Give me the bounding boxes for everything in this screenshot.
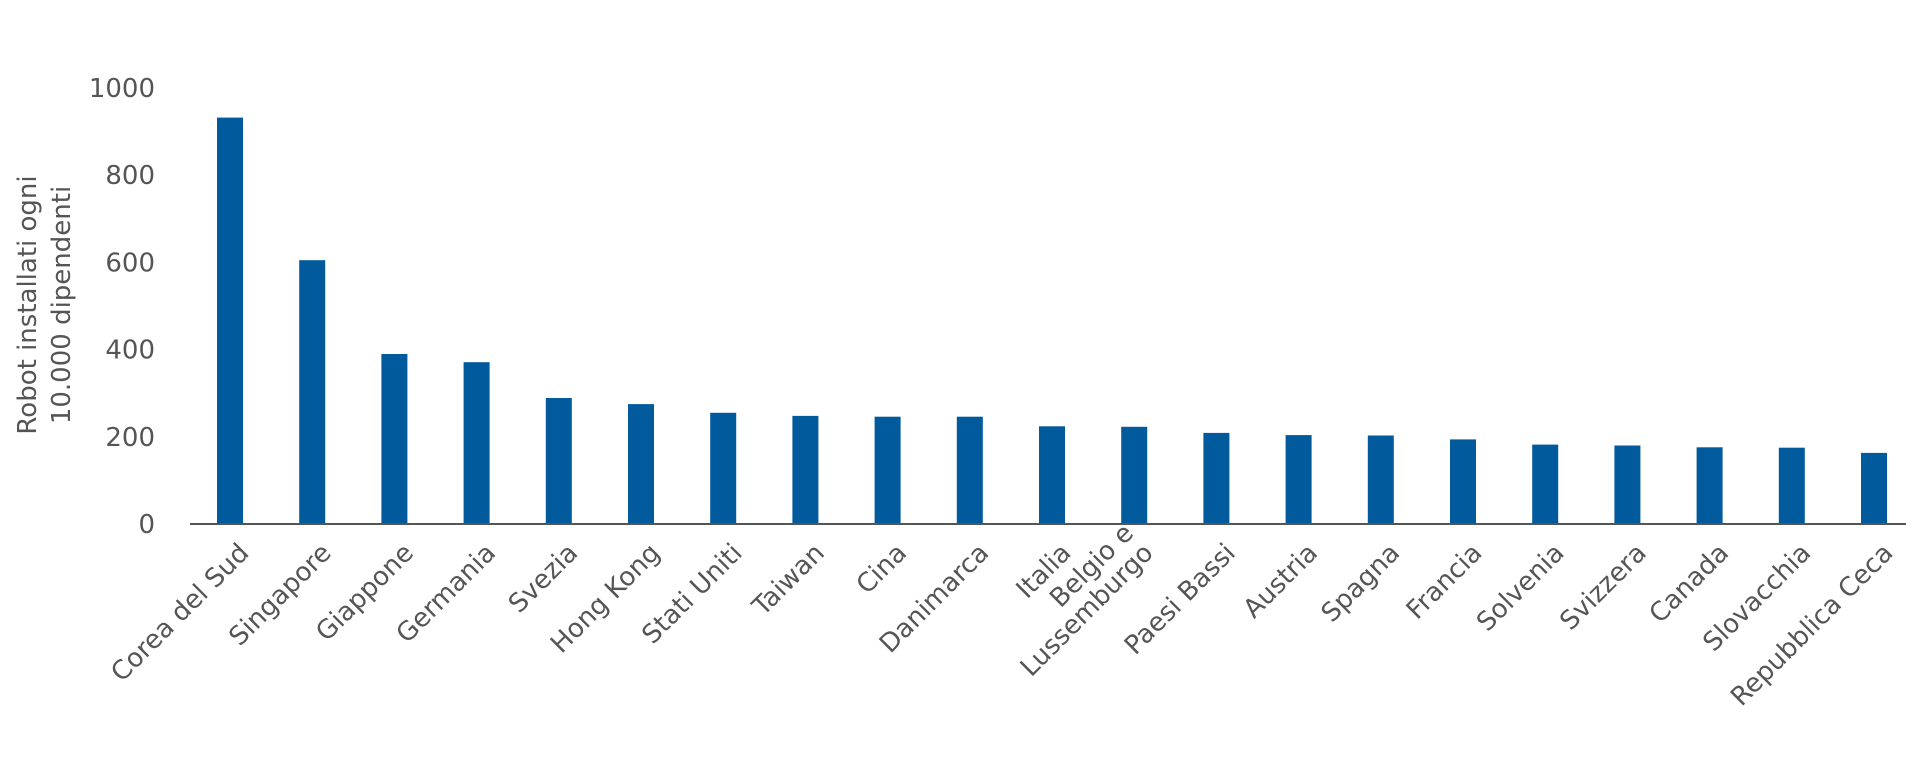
y-tick-label: 200 — [105, 423, 155, 453]
bar-canada — [1696, 447, 1723, 524]
bar-taiwan — [792, 415, 819, 524]
bar-svezia — [545, 398, 572, 524]
bar-paesi-bassi — [1203, 432, 1230, 524]
y-tick-label: 0 — [138, 510, 155, 540]
x-tick-label-group: Svezia — [503, 538, 584, 619]
bar-italia — [1039, 426, 1065, 524]
x-tick-label: Corea del Sud — [106, 538, 256, 688]
bars — [217, 117, 1887, 524]
y-tick-label: 600 — [105, 248, 155, 278]
x-tick-label-group: Cina — [851, 538, 913, 600]
y-axis-title: Robot installati ogni 10.000 dipendenti — [13, 175, 77, 434]
bar-giappone — [381, 354, 408, 524]
x-tick-label-group: Corea del Sud — [106, 538, 256, 688]
bar-svizzera — [1614, 445, 1641, 524]
bar-francia — [1450, 439, 1476, 524]
bar-slovacchia — [1778, 447, 1805, 524]
bar-solvenia — [1532, 444, 1559, 524]
bar-belgio-e-lussemburgo — [1121, 426, 1148, 524]
bar-spagna — [1367, 435, 1394, 524]
y-axis-ticks: 0 200 400 600 800 1000 — [89, 74, 155, 540]
x-tick-label: Austria — [1238, 538, 1324, 624]
y-axis-title-line: Robot installati ogni — [13, 175, 43, 434]
y-axis-title-line: 10.000 dipendenti — [47, 186, 77, 424]
bar-germania — [463, 362, 490, 524]
x-tick-label: Spagna — [1316, 538, 1406, 628]
bar-cina — [874, 416, 901, 524]
x-tick-label: Repubblica Ceca — [1725, 538, 1899, 712]
x-tick-label-group: Solvenia — [1471, 538, 1570, 637]
bar-hong-kong — [628, 404, 654, 524]
x-tick-label: Svizzera — [1554, 538, 1652, 636]
x-tick-label: Taiwan — [746, 538, 830, 622]
y-tick-label: 1000 — [89, 74, 155, 104]
y-tick-label: 400 — [105, 336, 155, 366]
bar-stati-uniti — [710, 412, 737, 524]
bar-corea-del-sud — [217, 117, 243, 524]
x-tick-label: Svezia — [503, 538, 584, 619]
bar-singapore — [299, 260, 326, 524]
bar-repubblica-ceca — [1861, 452, 1887, 524]
x-tick-label: Solvenia — [1471, 538, 1570, 637]
x-tick-label-group: Spagna — [1316, 538, 1406, 628]
x-tick-label-group: Austria — [1238, 538, 1324, 624]
bar-austria — [1285, 435, 1312, 524]
x-tick-label: Cina — [851, 538, 913, 600]
y-tick-label: 800 — [105, 161, 155, 191]
bar-danimarca — [956, 416, 983, 524]
x-tick-label-group: Taiwan — [746, 538, 830, 622]
x-tick-label-group: Repubblica Ceca — [1725, 538, 1899, 712]
x-tick-label-group: Svizzera — [1554, 538, 1652, 636]
